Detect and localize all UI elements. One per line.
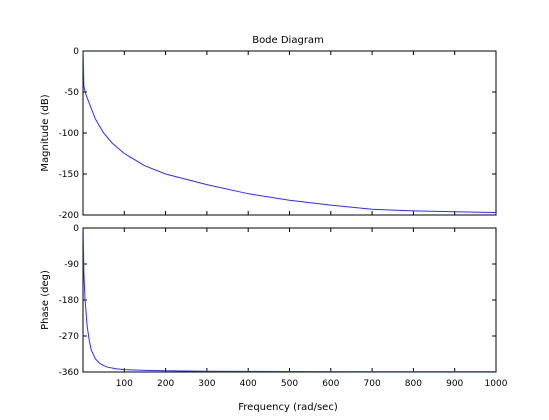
magnitude-ytick-label: 0 [73, 47, 79, 57]
magnitude-ytick-label: -200 [59, 211, 80, 221]
phase-axes-box [82, 227, 497, 373]
x-tick-label: 700 [364, 379, 381, 389]
magnitude-line [82, 52, 497, 214]
magnitude-axes-box [82, 50, 497, 216]
phase-plot: Phase (deg) 0 -90 -180 -270 -360 [40, 224, 497, 378]
phase-ylabel: Phase (deg) [40, 270, 51, 330]
x-tick-label: 100 [116, 379, 133, 389]
magnitude-ytick-label: -100 [59, 129, 80, 139]
x-tick-label: 1000 [485, 379, 508, 389]
x-tick-label: 600 [322, 379, 339, 389]
phase-ytick-label: -270 [59, 332, 80, 342]
x-tick-label: 300 [198, 379, 215, 389]
phase-line [82, 228, 496, 373]
magnitude-ytick-label: -150 [59, 170, 80, 180]
phase-ytick-label: 0 [73, 224, 79, 234]
magnitude-ylabel: Magnitude (dB) [40, 94, 51, 171]
x-axis-label: Frequency (rad/sec) [238, 402, 338, 413]
phase-ytick-label: -360 [59, 368, 80, 378]
x-tick-label: 900 [446, 379, 463, 389]
phase-ytick-label: -180 [59, 296, 80, 306]
x-tick-label: 200 [157, 379, 174, 389]
magnitude-ytick-label: -50 [64, 88, 79, 98]
phase-ytick-label: -90 [64, 260, 79, 270]
x-tick-label: 500 [281, 379, 298, 389]
chart-title: Bode Diagram [252, 35, 324, 46]
magnitude-plot: Magnitude (dB) 0 -50 -100 -150 -200 [40, 47, 497, 221]
x-tick-label: 800 [405, 379, 422, 389]
x-tick-labels: 100 200 300 400 500 600 700 800 900 1000 [116, 379, 508, 389]
x-tick-label: 400 [240, 379, 257, 389]
